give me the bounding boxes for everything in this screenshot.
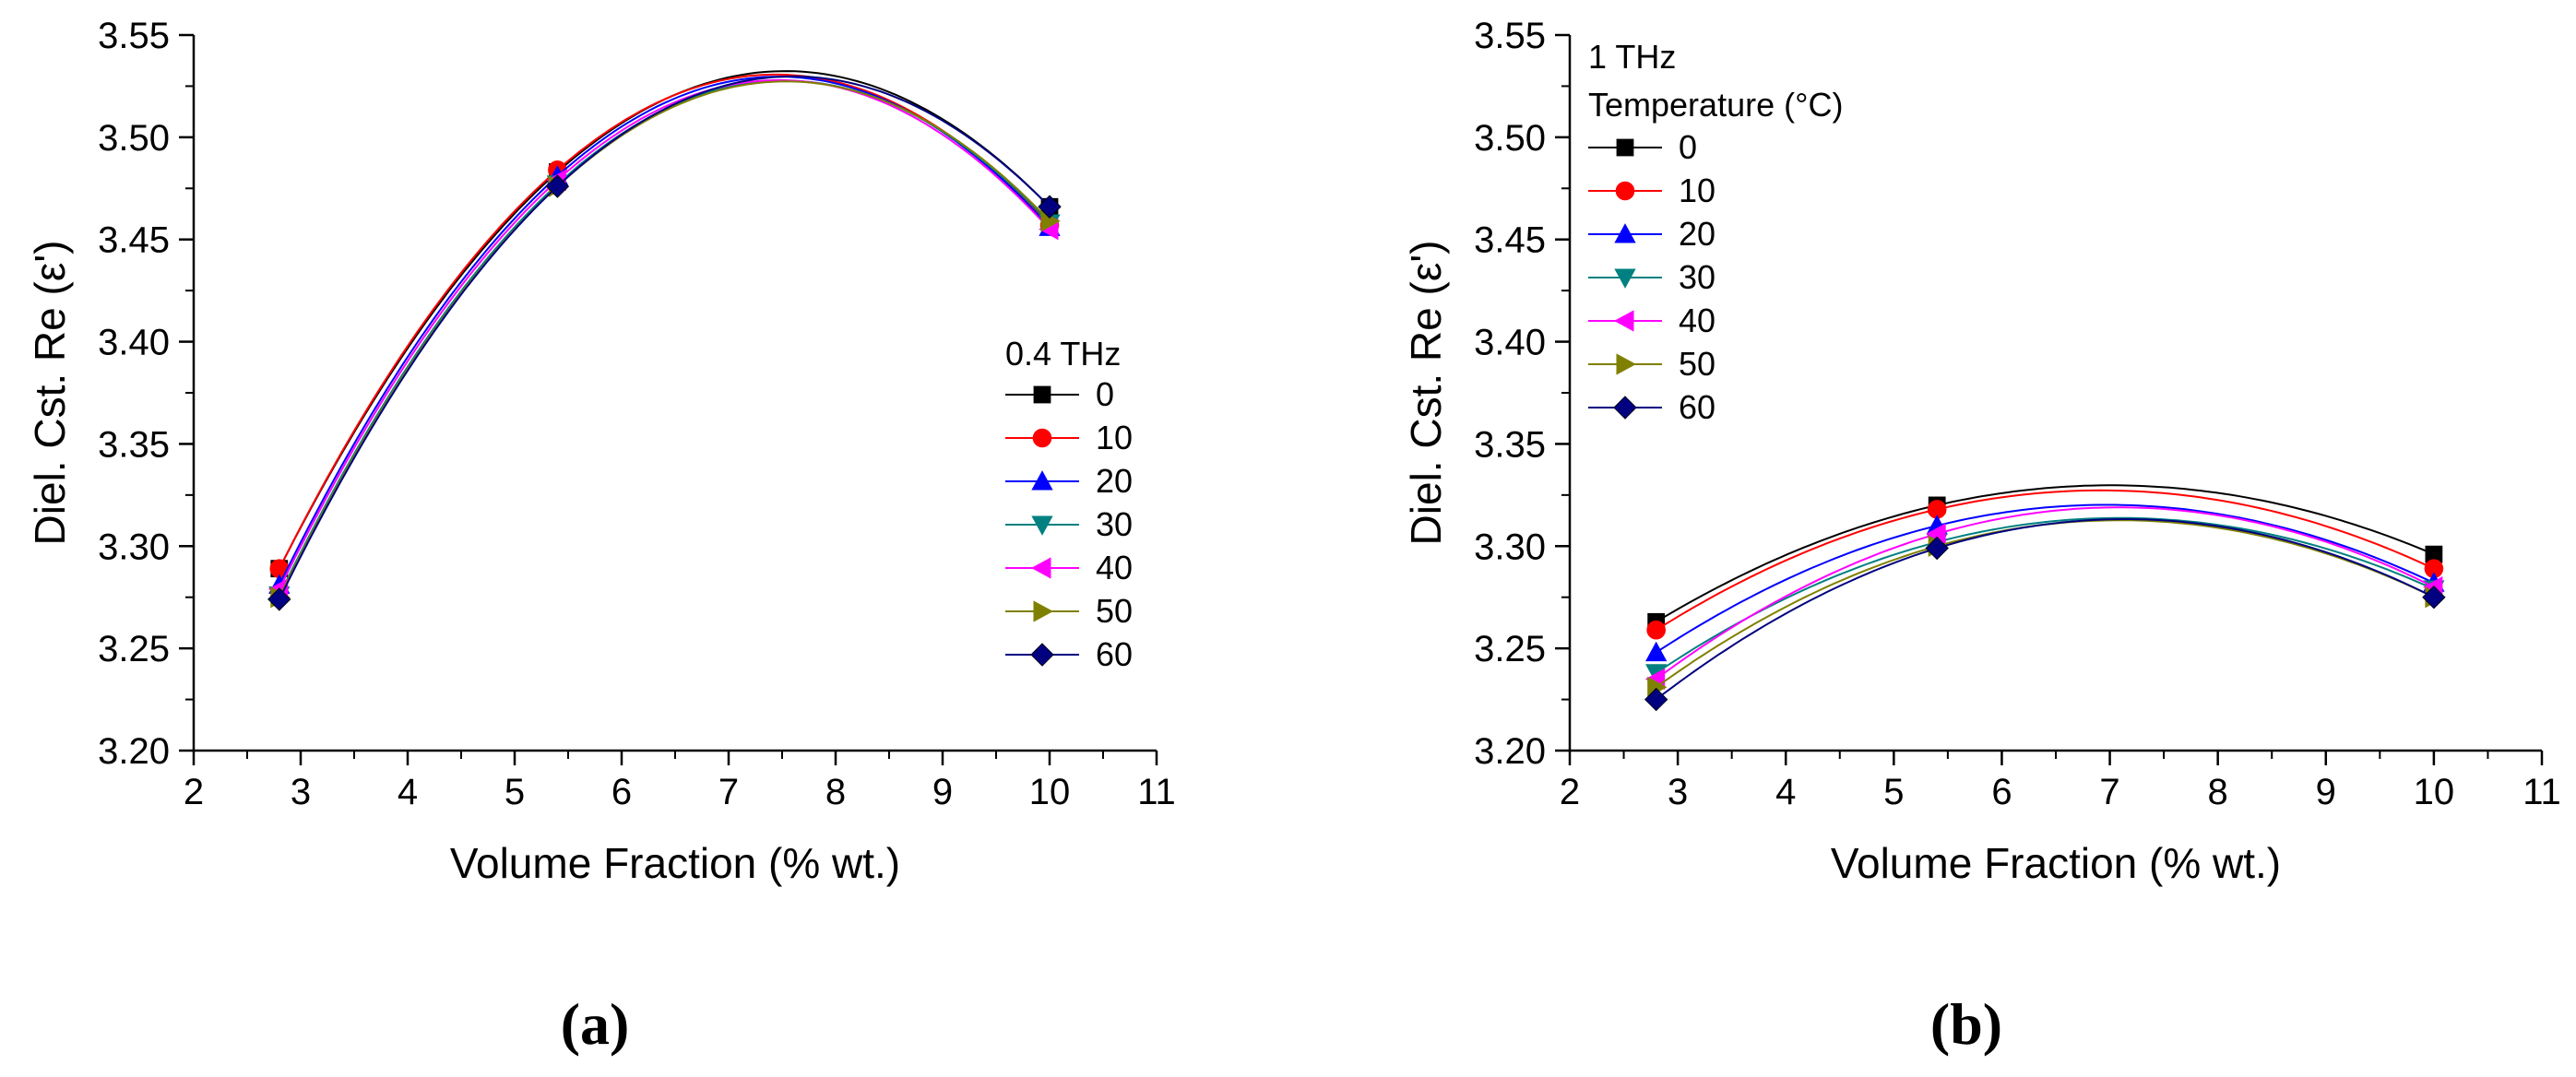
x-tick-label: 10 xyxy=(2414,772,2455,812)
x-tick-label: 3 xyxy=(291,772,311,812)
x-tick-label: 11 xyxy=(1137,772,1176,812)
y-tick-label: 3.45 xyxy=(1474,220,1546,261)
y-tick-label: 3.55 xyxy=(98,16,170,56)
legend: 1 THz Temperature (°C) 0 10 20 30 40 50 60 xyxy=(1588,38,1843,426)
panel-label: (b) xyxy=(1930,991,2002,1057)
x-tick-label: 6 xyxy=(611,772,632,812)
x-tick-label: 9 xyxy=(2316,772,2336,812)
legend-marker-10 xyxy=(1615,181,1635,201)
legend-label-40: 40 xyxy=(1679,302,1715,339)
x-axis-title: Volume Fraction (% wt.) xyxy=(1831,839,2281,887)
legend-label-20: 20 xyxy=(1096,462,1133,500)
series-line-30 xyxy=(278,79,1051,596)
x-tick-label: 4 xyxy=(398,772,418,812)
y-tick-label: 3.55 xyxy=(1474,16,1546,56)
legend-label-10: 10 xyxy=(1679,172,1715,209)
chart-panel-a: 3.20 3.25 3.30 3.35 3.40 3.45 3.50 3.55 2 3 4 5 6 7 8 9… xyxy=(26,16,1176,1057)
y-axis-title: Diel. Cst. Re (ε') xyxy=(26,241,74,546)
x-tick-label: 2 xyxy=(1560,772,1580,812)
series-line-20 xyxy=(1656,503,2435,654)
x-tick-label: 9 xyxy=(932,772,953,812)
x-tick-label: 5 xyxy=(505,772,525,812)
series-line-40 xyxy=(1656,506,2435,681)
y-tick-label: 3.30 xyxy=(98,527,170,567)
legend-title: 1 THz xyxy=(1588,38,1676,76)
x-tick-label: 7 xyxy=(718,772,739,812)
series-line-40 xyxy=(278,78,1051,590)
legend-marker-50 xyxy=(1616,353,1636,375)
data-point-60-1 xyxy=(545,174,570,198)
legend-marker-0 xyxy=(1616,138,1634,157)
y-tick-label: 3.20 xyxy=(1474,731,1546,772)
x-tick-label: 8 xyxy=(825,772,846,812)
legend-marker-40 xyxy=(1614,310,1634,332)
panel-label: (a) xyxy=(561,991,630,1057)
legend-marker-10 xyxy=(1032,428,1052,448)
x-axis-title: Volume Fraction (% wt.) xyxy=(450,839,900,887)
x-tick-label: 4 xyxy=(1775,772,1796,812)
legend-marker-30 xyxy=(1031,515,1053,536)
legend-label-30: 30 xyxy=(1096,505,1133,543)
y-tick-label: 3.20 xyxy=(98,731,170,772)
y-tick-label: 3.30 xyxy=(1474,527,1546,567)
series-line-10 xyxy=(278,73,1051,570)
series-line-0 xyxy=(278,70,1051,570)
series-line-50 xyxy=(278,80,1051,598)
x-tick-label: 10 xyxy=(1029,772,1071,812)
data-point-20-0 xyxy=(1645,641,1668,662)
legend-marker-30 xyxy=(1614,268,1636,289)
y-tick-label: 3.35 xyxy=(1474,424,1546,465)
series-line-0 xyxy=(1656,484,2435,623)
legend-label-10: 10 xyxy=(1096,419,1133,456)
legend-marker-60 xyxy=(1030,643,1054,667)
chart-panel-b: 3.20 3.25 3.30 3.35 3.40 3.45 3.50 3.55 2 3 4 5 6 7 8 9… xyxy=(1402,16,2561,1057)
data-point-60-2 xyxy=(2422,585,2446,610)
x-tick-label: 7 xyxy=(2099,772,2119,812)
x-tick-label: 2 xyxy=(184,772,204,812)
data-point-60-0 xyxy=(267,587,291,611)
legend-marker-40 xyxy=(1031,557,1051,579)
legend-marker-20 xyxy=(1031,470,1053,491)
legend-marker-20 xyxy=(1614,223,1636,243)
legend-label-60: 60 xyxy=(1096,635,1133,673)
data-point-10-0 xyxy=(1646,620,1666,640)
legend-marker-0 xyxy=(1033,385,1051,404)
legend-label-20: 20 xyxy=(1679,215,1715,253)
legend-title: 0.4 THz xyxy=(1005,335,1121,373)
x-tick-label: 3 xyxy=(1668,772,1688,812)
series-line-60 xyxy=(1656,518,2435,701)
legend-label-50: 50 xyxy=(1096,592,1133,630)
y-tick-label: 3.25 xyxy=(98,629,170,669)
legend-marker-60 xyxy=(1613,396,1637,420)
y-axis-title: Diel. Cst. Re (ε') xyxy=(1402,241,1450,546)
series-line-20 xyxy=(278,76,1051,586)
legend-label-0: 0 xyxy=(1679,128,1697,166)
legend-marker-50 xyxy=(1033,600,1053,622)
y-tick-label: 3.45 xyxy=(98,220,170,261)
data-point-60-1 xyxy=(1925,536,1949,561)
data-point-60-0 xyxy=(1644,687,1668,712)
series-line-10 xyxy=(1656,489,2435,632)
y-tick-label: 3.25 xyxy=(1474,629,1546,669)
legend-label-0: 0 xyxy=(1096,375,1114,413)
x-tick-label: 8 xyxy=(2208,772,2228,812)
legend-label-30: 30 xyxy=(1679,258,1715,296)
data-point-60-2 xyxy=(1038,195,1062,219)
y-tick-label: 3.50 xyxy=(98,118,170,159)
series-line-30 xyxy=(1656,516,2435,674)
y-tick-label: 3.40 xyxy=(1474,323,1546,363)
y-tick-label: 3.35 xyxy=(98,424,170,465)
legend-label-50: 50 xyxy=(1679,345,1715,383)
legend-label-40: 40 xyxy=(1096,549,1133,586)
legend-label-60: 60 xyxy=(1679,388,1715,426)
y-tick-label: 3.50 xyxy=(1474,118,1546,159)
legend-title: Temperature (°C) xyxy=(1588,86,1843,124)
x-tick-label: 11 xyxy=(2523,772,2561,812)
y-tick-label: 3.40 xyxy=(98,323,170,363)
x-tick-label: 6 xyxy=(1991,772,2012,812)
x-tick-label: 5 xyxy=(1883,772,1904,812)
series-line-60 xyxy=(278,75,1051,600)
